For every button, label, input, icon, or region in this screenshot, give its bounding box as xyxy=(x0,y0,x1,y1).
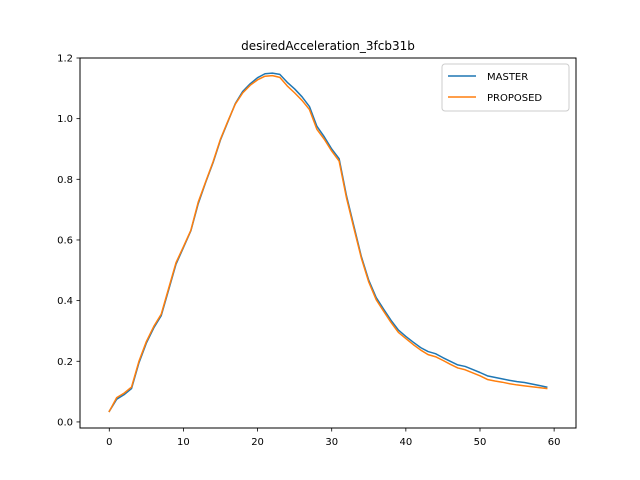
x-tick-label: 20 xyxy=(251,437,264,448)
plot-area xyxy=(108,72,548,413)
x-tick-label: 0 xyxy=(106,437,112,448)
x-tick-label: 50 xyxy=(474,437,487,448)
y-tick-label: 1.0 xyxy=(57,114,73,125)
chart-title: desiredAcceleration_3fcb31b xyxy=(241,39,415,53)
y-tick-label: 0.8 xyxy=(57,175,73,186)
y-tick-label: 1.2 xyxy=(57,54,73,65)
y-tick-label: 0.2 xyxy=(57,357,73,368)
x-axis: 0 10 20 30 40 50 60 xyxy=(106,428,560,448)
y-axis: 0.0 0.2 0.4 0.6 0.8 1.0 1.2 xyxy=(57,54,80,428)
y-tick-label: 0.4 xyxy=(57,296,73,307)
series-line-proposed xyxy=(108,74,548,413)
y-tick-label: 0.6 xyxy=(57,235,73,246)
axes-frame xyxy=(79,57,577,429)
x-tick-label: 10 xyxy=(177,437,190,448)
legend-label-master: MASTER xyxy=(487,72,528,83)
legend-label-proposed: PROPOSED xyxy=(487,93,542,104)
x-tick-label: 60 xyxy=(548,437,561,448)
legend: MASTER PROPOSED xyxy=(441,63,570,112)
x-tick-label: 30 xyxy=(325,437,338,448)
series-line-master xyxy=(108,72,548,413)
x-tick-label: 40 xyxy=(399,437,412,448)
y-tick-label: 0.0 xyxy=(57,417,73,428)
